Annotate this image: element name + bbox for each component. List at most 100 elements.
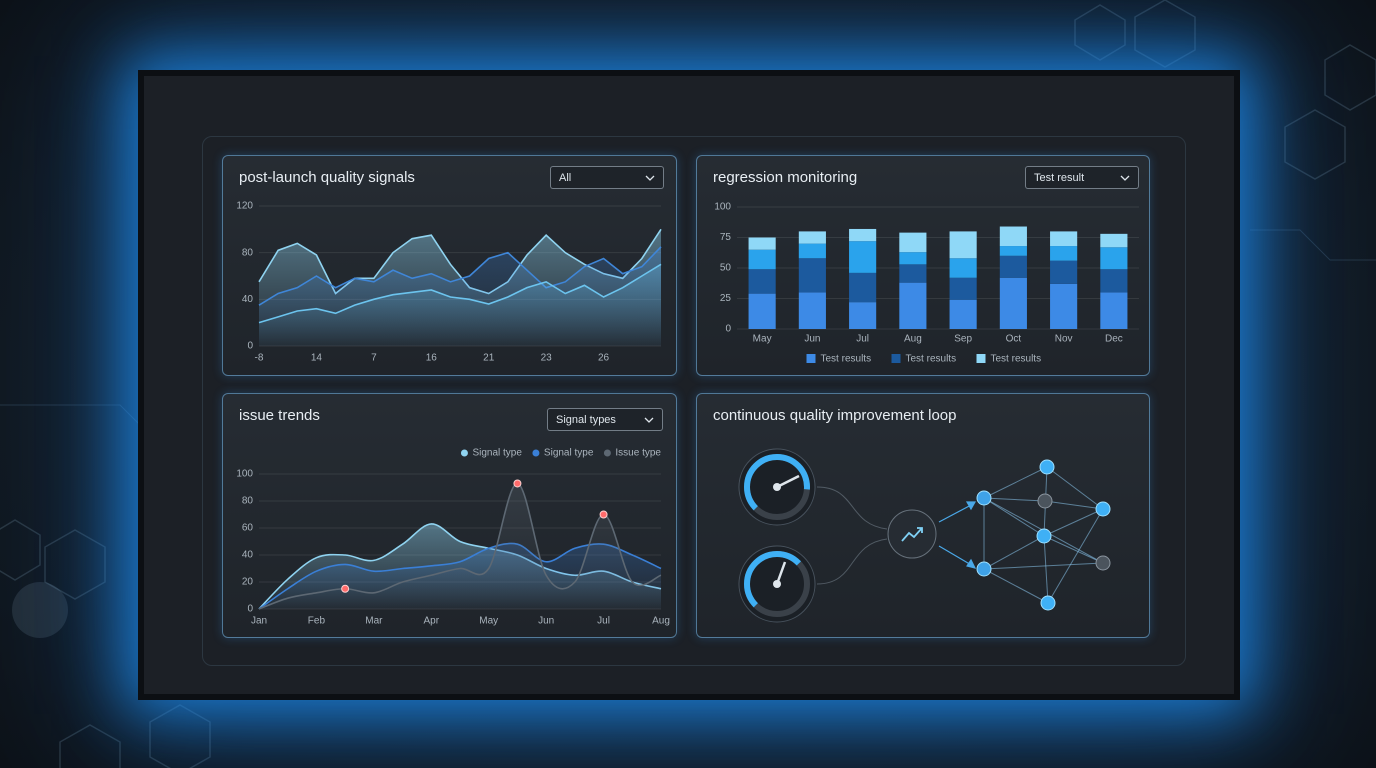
y-tick-label: 100 (714, 202, 731, 213)
dropdown-label: All (559, 172, 572, 184)
chart: 0 25 50 75 100 May Jun Jul Aug Sep Oct Nov Dec Test r… (714, 202, 1139, 365)
legend-label: Signal type (544, 448, 594, 459)
bar-segment (1050, 231, 1078, 247)
y-tick-label: 120 (236, 201, 253, 212)
bar-segment (999, 255, 1027, 278)
x-tick-label: Feb (308, 616, 326, 627)
x-tick-label: Aug (652, 616, 670, 627)
y-tick-label: 100 (236, 469, 253, 480)
bar-segment (748, 269, 776, 294)
gauge (738, 448, 816, 526)
x-tick-label: 21 (483, 353, 495, 364)
chart: 0 20 40 60 80 100 Jan Feb Mar Apr May Jun Jul Aug Issu… (236, 448, 670, 627)
network-nodes (976, 459, 1111, 611)
x-tick-label: 16 (426, 353, 438, 364)
bar-segment (899, 282, 927, 329)
bar-segment (949, 299, 977, 329)
bar-segment (798, 243, 826, 259)
y-tick-label: 60 (242, 523, 254, 534)
peak-marker (599, 510, 608, 519)
bar-segment (999, 277, 1027, 329)
x-tick-label: Mar (365, 616, 383, 627)
panel: issue trends Signal types 0 20 40 60 80 100 Ja… (222, 393, 677, 638)
bar-segment (949, 258, 977, 278)
panel: post-launch quality signals All 0 40 80 120… (222, 155, 677, 376)
panel: continuous quality improvement loop (696, 393, 1150, 638)
x-tick-label: 7 (371, 353, 377, 364)
x-tick-label: Oct (1006, 334, 1022, 345)
y-tick-label: 40 (242, 550, 254, 561)
trend-icon (887, 509, 937, 559)
x-tick-label: May (753, 334, 772, 345)
connectors (816, 486, 888, 585)
dropdown[interactable]: All (550, 166, 664, 189)
y-tick-label: 0 (247, 604, 253, 615)
bar-segment (949, 277, 977, 300)
x-tick-label: 23 (541, 353, 553, 364)
series-line (258, 263, 662, 324)
bar-segment (748, 249, 776, 270)
dropdown[interactable]: Signal types (547, 408, 663, 431)
bar-segment (899, 252, 927, 265)
bar-segment (849, 302, 877, 329)
chevron (645, 175, 655, 181)
legend-swatch (976, 354, 986, 363)
loop-diagram (738, 448, 1111, 623)
bar-segment (1050, 246, 1078, 261)
bar-segment (798, 292, 826, 329)
legend-dot (460, 449, 468, 457)
legend-swatch (891, 354, 901, 363)
dropdown-label: Signal types (556, 414, 616, 426)
bar-segment (748, 293, 776, 329)
legend-dot (603, 449, 611, 457)
x-tick-label: Jul (597, 616, 610, 627)
x-tick-label: Jan (251, 616, 267, 627)
panel-title: issue trends (239, 407, 320, 424)
arrows (938, 501, 977, 569)
x-tick-label: May (479, 616, 498, 627)
bar-segment (899, 264, 927, 283)
area-fill (259, 264, 661, 346)
x-tick-label: Jul (856, 334, 869, 345)
chart: 0 40 80 120 -8 14 7 16 21 23 26 (236, 201, 662, 364)
peak-marker (513, 479, 522, 488)
legend-label: Test results (906, 354, 957, 365)
x-tick-label: Sep (954, 334, 972, 345)
legend-swatch (806, 354, 816, 363)
bar-segment (849, 241, 877, 273)
legend-label: Test results (821, 354, 872, 365)
y-tick-label: 20 (242, 577, 254, 588)
series-line (258, 482, 662, 610)
x-tick-label: Nov (1055, 334, 1073, 345)
y-tick-label: 0 (725, 324, 731, 335)
legend-label: Test results (991, 354, 1042, 365)
bar-segment (1050, 260, 1078, 284)
bar-segment (899, 232, 927, 253)
y-tick-label: 50 (720, 263, 732, 274)
panel-title: regression monitoring (713, 169, 858, 186)
x-tick-label: 14 (311, 353, 323, 364)
x-tick-label: Jun (804, 334, 820, 345)
bar-segment (748, 237, 776, 250)
y-tick-label: 0 (247, 341, 253, 352)
bar-segment (798, 258, 826, 293)
bar-segment (999, 226, 1027, 247)
bar-segment (849, 228, 877, 242)
y-tick-label: 80 (242, 496, 254, 507)
dropdown[interactable]: Test result (1025, 166, 1139, 189)
peak-marker (341, 584, 350, 593)
chevron (1120, 175, 1130, 181)
bar-segment (1100, 292, 1128, 329)
bar-segment (949, 231, 977, 259)
chevron (644, 417, 654, 423)
x-tick-label: Dec (1105, 334, 1123, 345)
bar-segment (1100, 269, 1128, 293)
gauge (738, 545, 816, 623)
y-tick-label: 40 (242, 294, 254, 305)
legend-label: Signal type (472, 448, 522, 459)
x-tick-label: Aug (904, 334, 922, 345)
dropdown-label: Test result (1034, 172, 1085, 184)
bar-segment (1100, 247, 1128, 270)
